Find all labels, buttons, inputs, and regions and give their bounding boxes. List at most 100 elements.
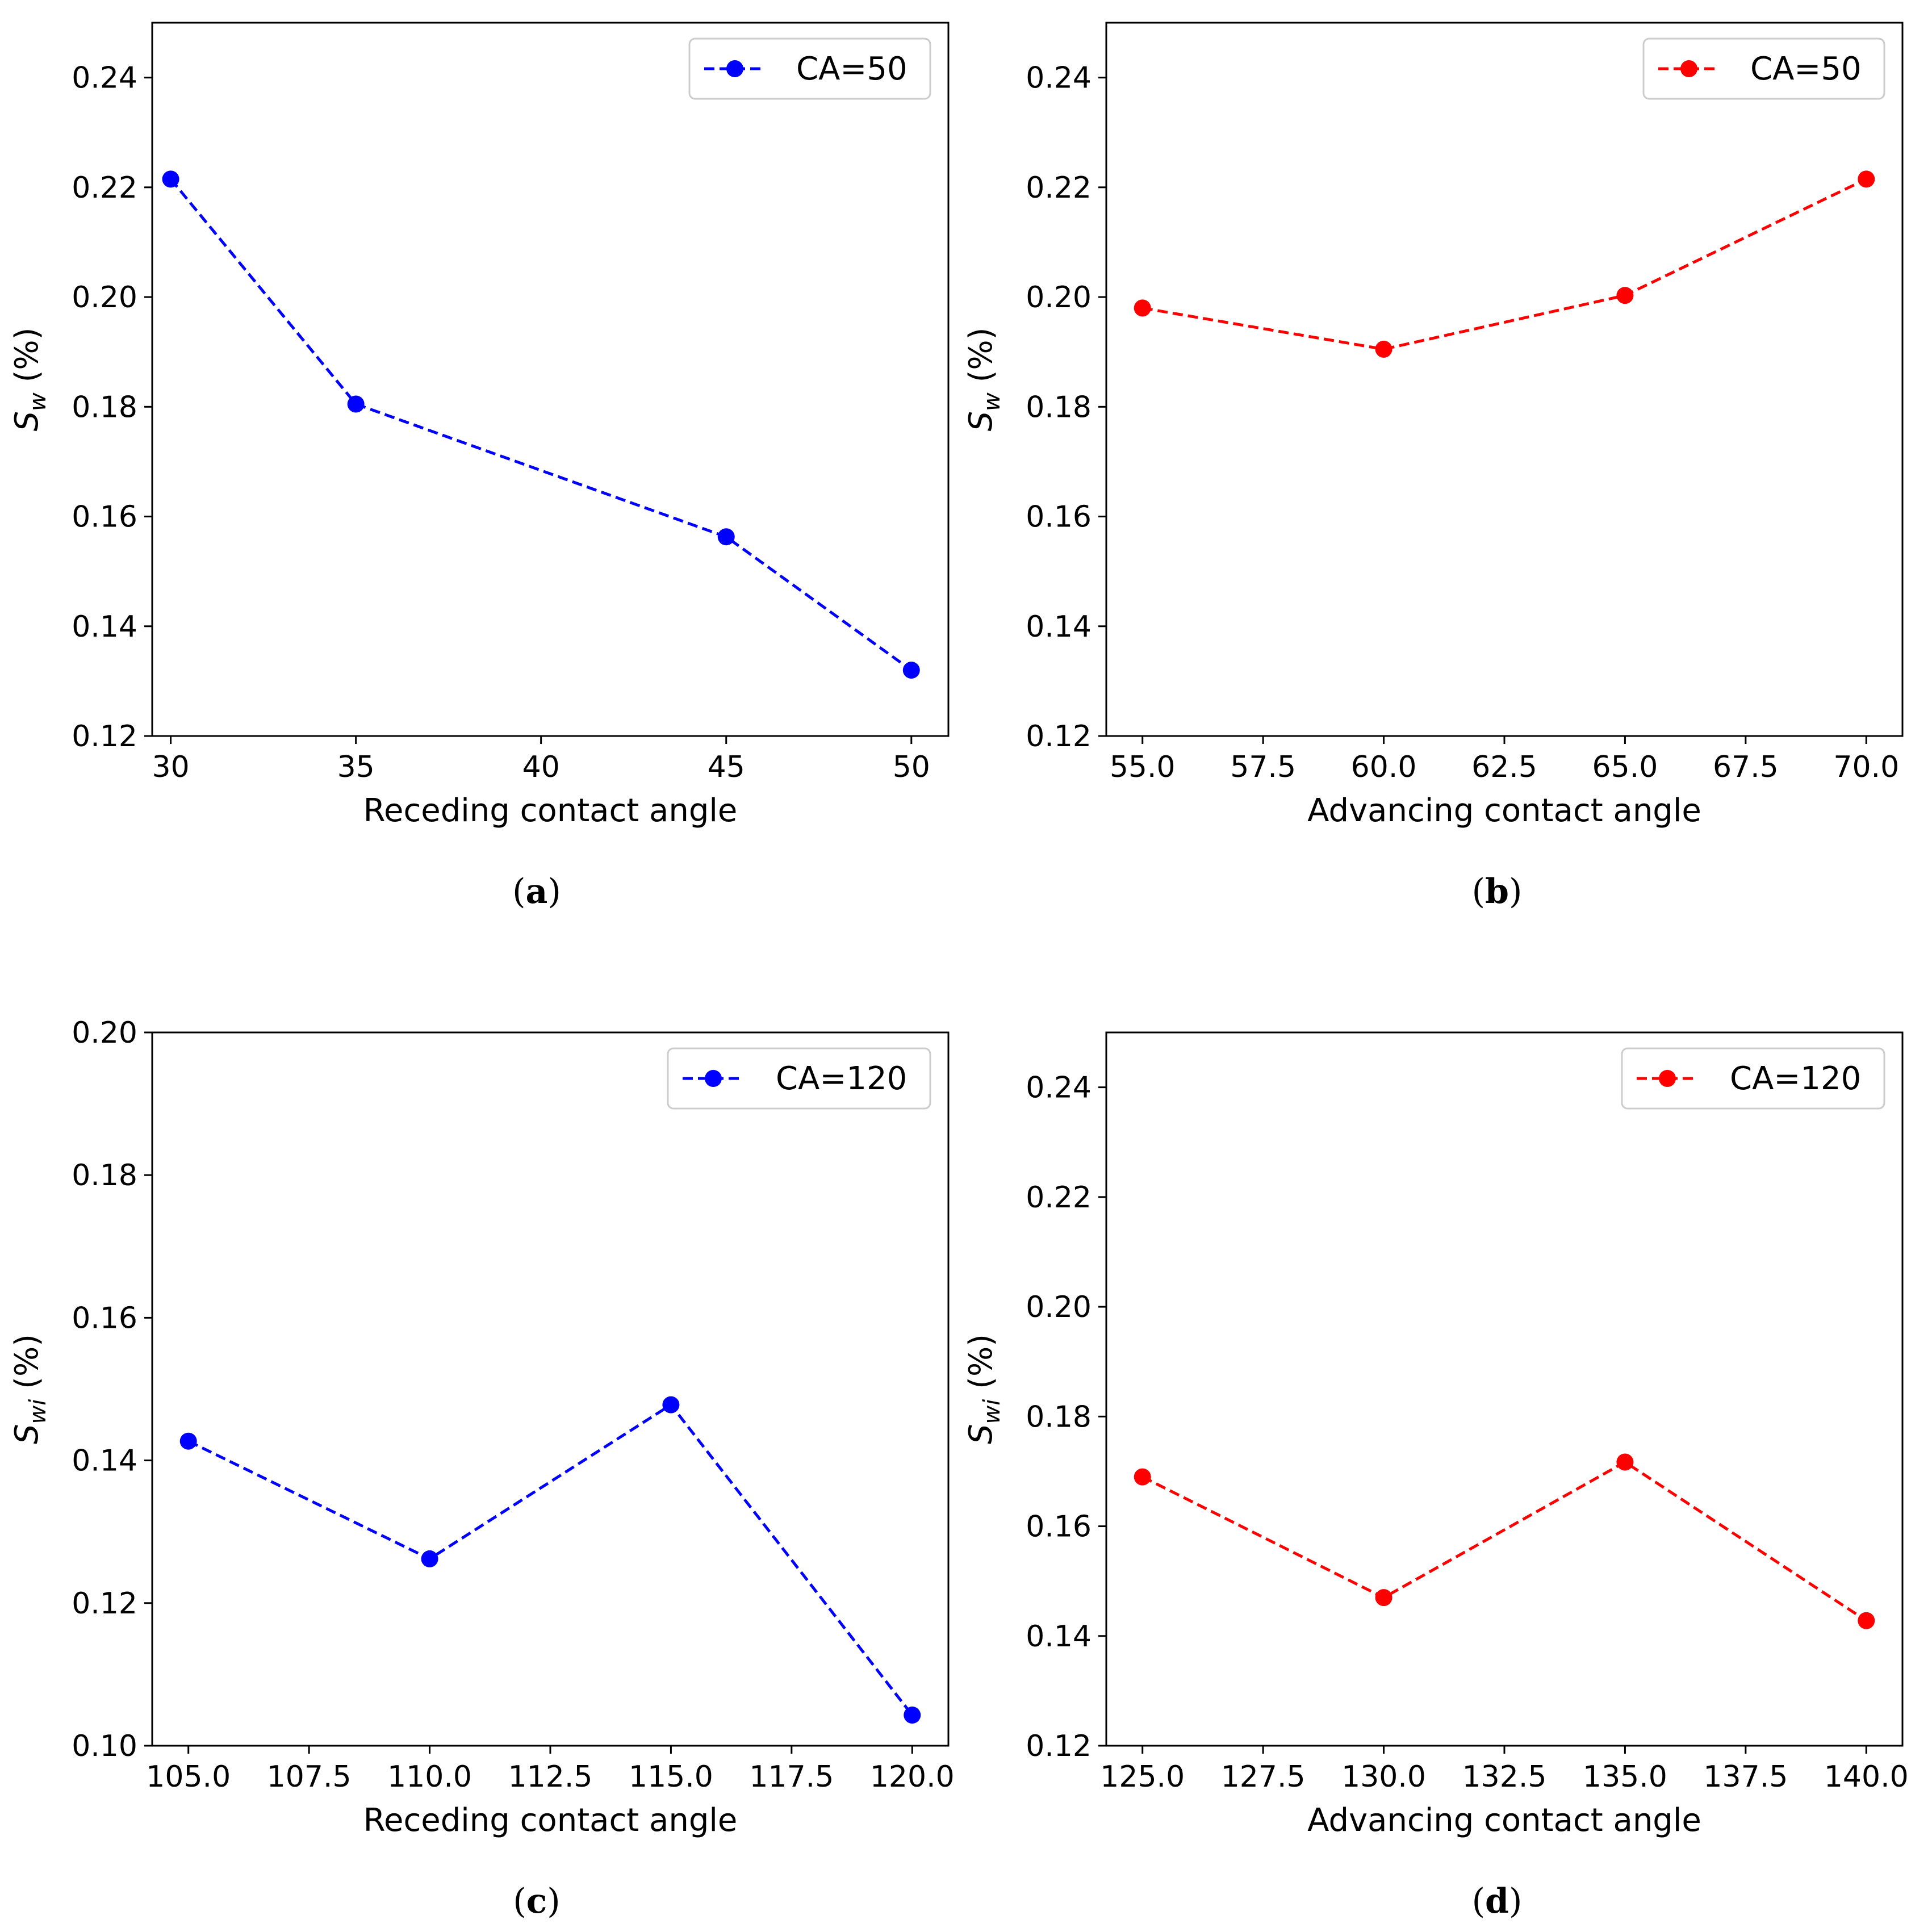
data-point: [902, 662, 920, 679]
plot-area-a: [151, 22, 950, 737]
y-tick-label: 0.12: [1026, 1729, 1092, 1763]
x-tick-label: 55.0: [1110, 750, 1176, 784]
panel-b: 0.12 0.14 0.16 0.18 0.20 0.22 0.24 55.0 57.5 60.…: [963, 22, 1904, 911]
plot-area-d: [1105, 1031, 1904, 1747]
x-tick-label: 105.0: [146, 1760, 231, 1794]
x-tick-label: 112.5: [508, 1760, 593, 1794]
y-tick-label: 0.16: [72, 500, 137, 534]
data-point: [347, 395, 365, 413]
y-axis-label-b: Sw (%): [963, 328, 1005, 432]
x-tick-label: 70.0: [1833, 750, 1899, 784]
legend-d: CA=120: [1621, 1047, 1885, 1110]
x-axis-label-d: Advancing contact angle: [1307, 1802, 1701, 1839]
series-d: [1134, 1453, 1875, 1629]
legend-marker-a: [726, 60, 743, 77]
x-tick-label: 120.0: [870, 1760, 955, 1794]
x-tick-label: 67.5: [1713, 750, 1779, 784]
caption-d: (d): [1472, 1881, 1523, 1921]
y-tick-label: 0.22: [1026, 171, 1092, 205]
panel-a: 0.120.140.160.180.200.220.24 30 35 40 45 50 …: [9, 22, 950, 911]
plot-area-b: [1105, 22, 1904, 737]
x-tick-label: 50: [893, 750, 930, 784]
x-tick-label: 30: [152, 750, 190, 784]
y-ticks-b: 0.12 0.14 0.16 0.18 0.20 0.22 0.24: [1026, 61, 1106, 754]
legend-b: CA=50: [1642, 37, 1885, 100]
y-tick-label: 0.18: [72, 1159, 137, 1193]
x-tick-label: 125.0: [1100, 1760, 1185, 1794]
legend-c: CA=120: [667, 1047, 931, 1110]
legend-label-a: CA=50: [796, 51, 908, 87]
data-point: [179, 1432, 197, 1450]
y-ticks-d: 0.12 0.14 0.16 0.18 0.20 0.22 0.24: [1026, 1071, 1106, 1763]
y-tick-label: 0.18: [72, 390, 137, 424]
x-ticks-d: 125.0 127.5 130.0 132.5 135.0 137.5 140.0: [1100, 1746, 1909, 1794]
legend-marker-c: [705, 1070, 722, 1087]
data-point: [904, 1706, 921, 1724]
y-axis-label-d: Swi (%): [963, 1334, 1005, 1444]
series-line: [1141, 1460, 1867, 1622]
x-tick-label: 135.0: [1583, 1760, 1667, 1794]
y-tick-label: 0.20: [1026, 281, 1092, 315]
series-line: [1142, 178, 1867, 351]
y-tick-label: 0.18: [1026, 390, 1092, 424]
data-point: [717, 528, 735, 546]
data-point: [1375, 340, 1392, 358]
y-tick-label: 0.16: [72, 1301, 137, 1335]
y-ticks-a: 0.12 0.14 0.16 0.18 0.20 0.22 0.24: [72, 61, 152, 754]
y-tick-label: 0.24: [1026, 61, 1092, 95]
x-tick-label: 130.0: [1341, 1760, 1426, 1794]
legend-marker-d: [1659, 1070, 1676, 1087]
x-tick-label: 127.5: [1221, 1760, 1306, 1794]
y-tick-label: 0.24: [1026, 1071, 1092, 1105]
legend-marker-b: [1680, 60, 1697, 77]
legend-label-c: CA=120: [776, 1060, 907, 1097]
x-ticks-b: 55.0 57.5 60.0 62.5 65.0 67.5 70.0: [1110, 736, 1899, 784]
y-tick-label: 0.12: [72, 720, 137, 754]
data-point: [421, 1550, 438, 1567]
x-tick-label: 110.0: [387, 1760, 472, 1794]
x-tick-label: 65.0: [1592, 750, 1658, 784]
plot-area-c: [151, 1031, 950, 1747]
y-tick-label: 0.18: [1026, 1400, 1092, 1434]
y-tick-label: 0.14: [1026, 1620, 1092, 1654]
legend-box-b: [1642, 37, 1885, 100]
x-tick-label: 35: [337, 750, 375, 784]
legend-label-d: CA=120: [1730, 1060, 1861, 1097]
series-a: [162, 170, 920, 679]
legend-box-d: [1621, 1047, 1885, 1110]
panel-d: 0.120.140.160.180.200.220.24 125.0 127.5 1…: [963, 1031, 1909, 1921]
y-axis-label-a: Sw (%): [9, 328, 51, 432]
x-tick-label: 40: [522, 750, 560, 784]
x-tick-label: 115.0: [629, 1760, 713, 1794]
x-tick-label: 132.5: [1462, 1760, 1547, 1794]
data-point: [1134, 299, 1151, 317]
panel-c: 0.10 0.12 0.14 0.16 0.18 0.20 105.0 107.5 110.0…: [9, 1016, 955, 1921]
x-tick-label: 60.0: [1351, 750, 1417, 784]
caption-a: (a): [512, 872, 561, 911]
y-tick-label: 0.20: [72, 281, 137, 315]
y-tick-label: 0.12: [1026, 720, 1092, 754]
x-tick-label: 117.5: [749, 1760, 834, 1794]
legend-a: CA=50: [688, 37, 931, 100]
series-line: [169, 178, 913, 672]
y-tick-label: 0.12: [72, 1587, 137, 1621]
data-point: [1616, 1453, 1634, 1471]
y-tick-label: 0.22: [1026, 1181, 1092, 1215]
data-point: [1375, 1589, 1392, 1607]
y-axis-label-c: Swi (%): [9, 1334, 51, 1444]
data-point: [162, 170, 179, 188]
series-b: [1134, 170, 1875, 358]
x-axis-label-c: Receding contact angle: [363, 1802, 738, 1839]
data-point: [1858, 170, 1875, 188]
x-axis-label-a: Receding contact angle: [363, 792, 738, 829]
data-point: [1858, 1612, 1875, 1629]
x-tick-label: 62.5: [1471, 750, 1537, 784]
data-point: [1616, 287, 1634, 304]
y-tick-label: 0.14: [1026, 610, 1092, 644]
caption-b: (b): [1472, 872, 1523, 911]
x-tick-label: 45: [708, 750, 745, 784]
y-tick-label: 0.20: [1026, 1290, 1092, 1324]
y-tick-label: 0.14: [72, 610, 137, 644]
x-tick-label: 140.0: [1824, 1760, 1909, 1794]
